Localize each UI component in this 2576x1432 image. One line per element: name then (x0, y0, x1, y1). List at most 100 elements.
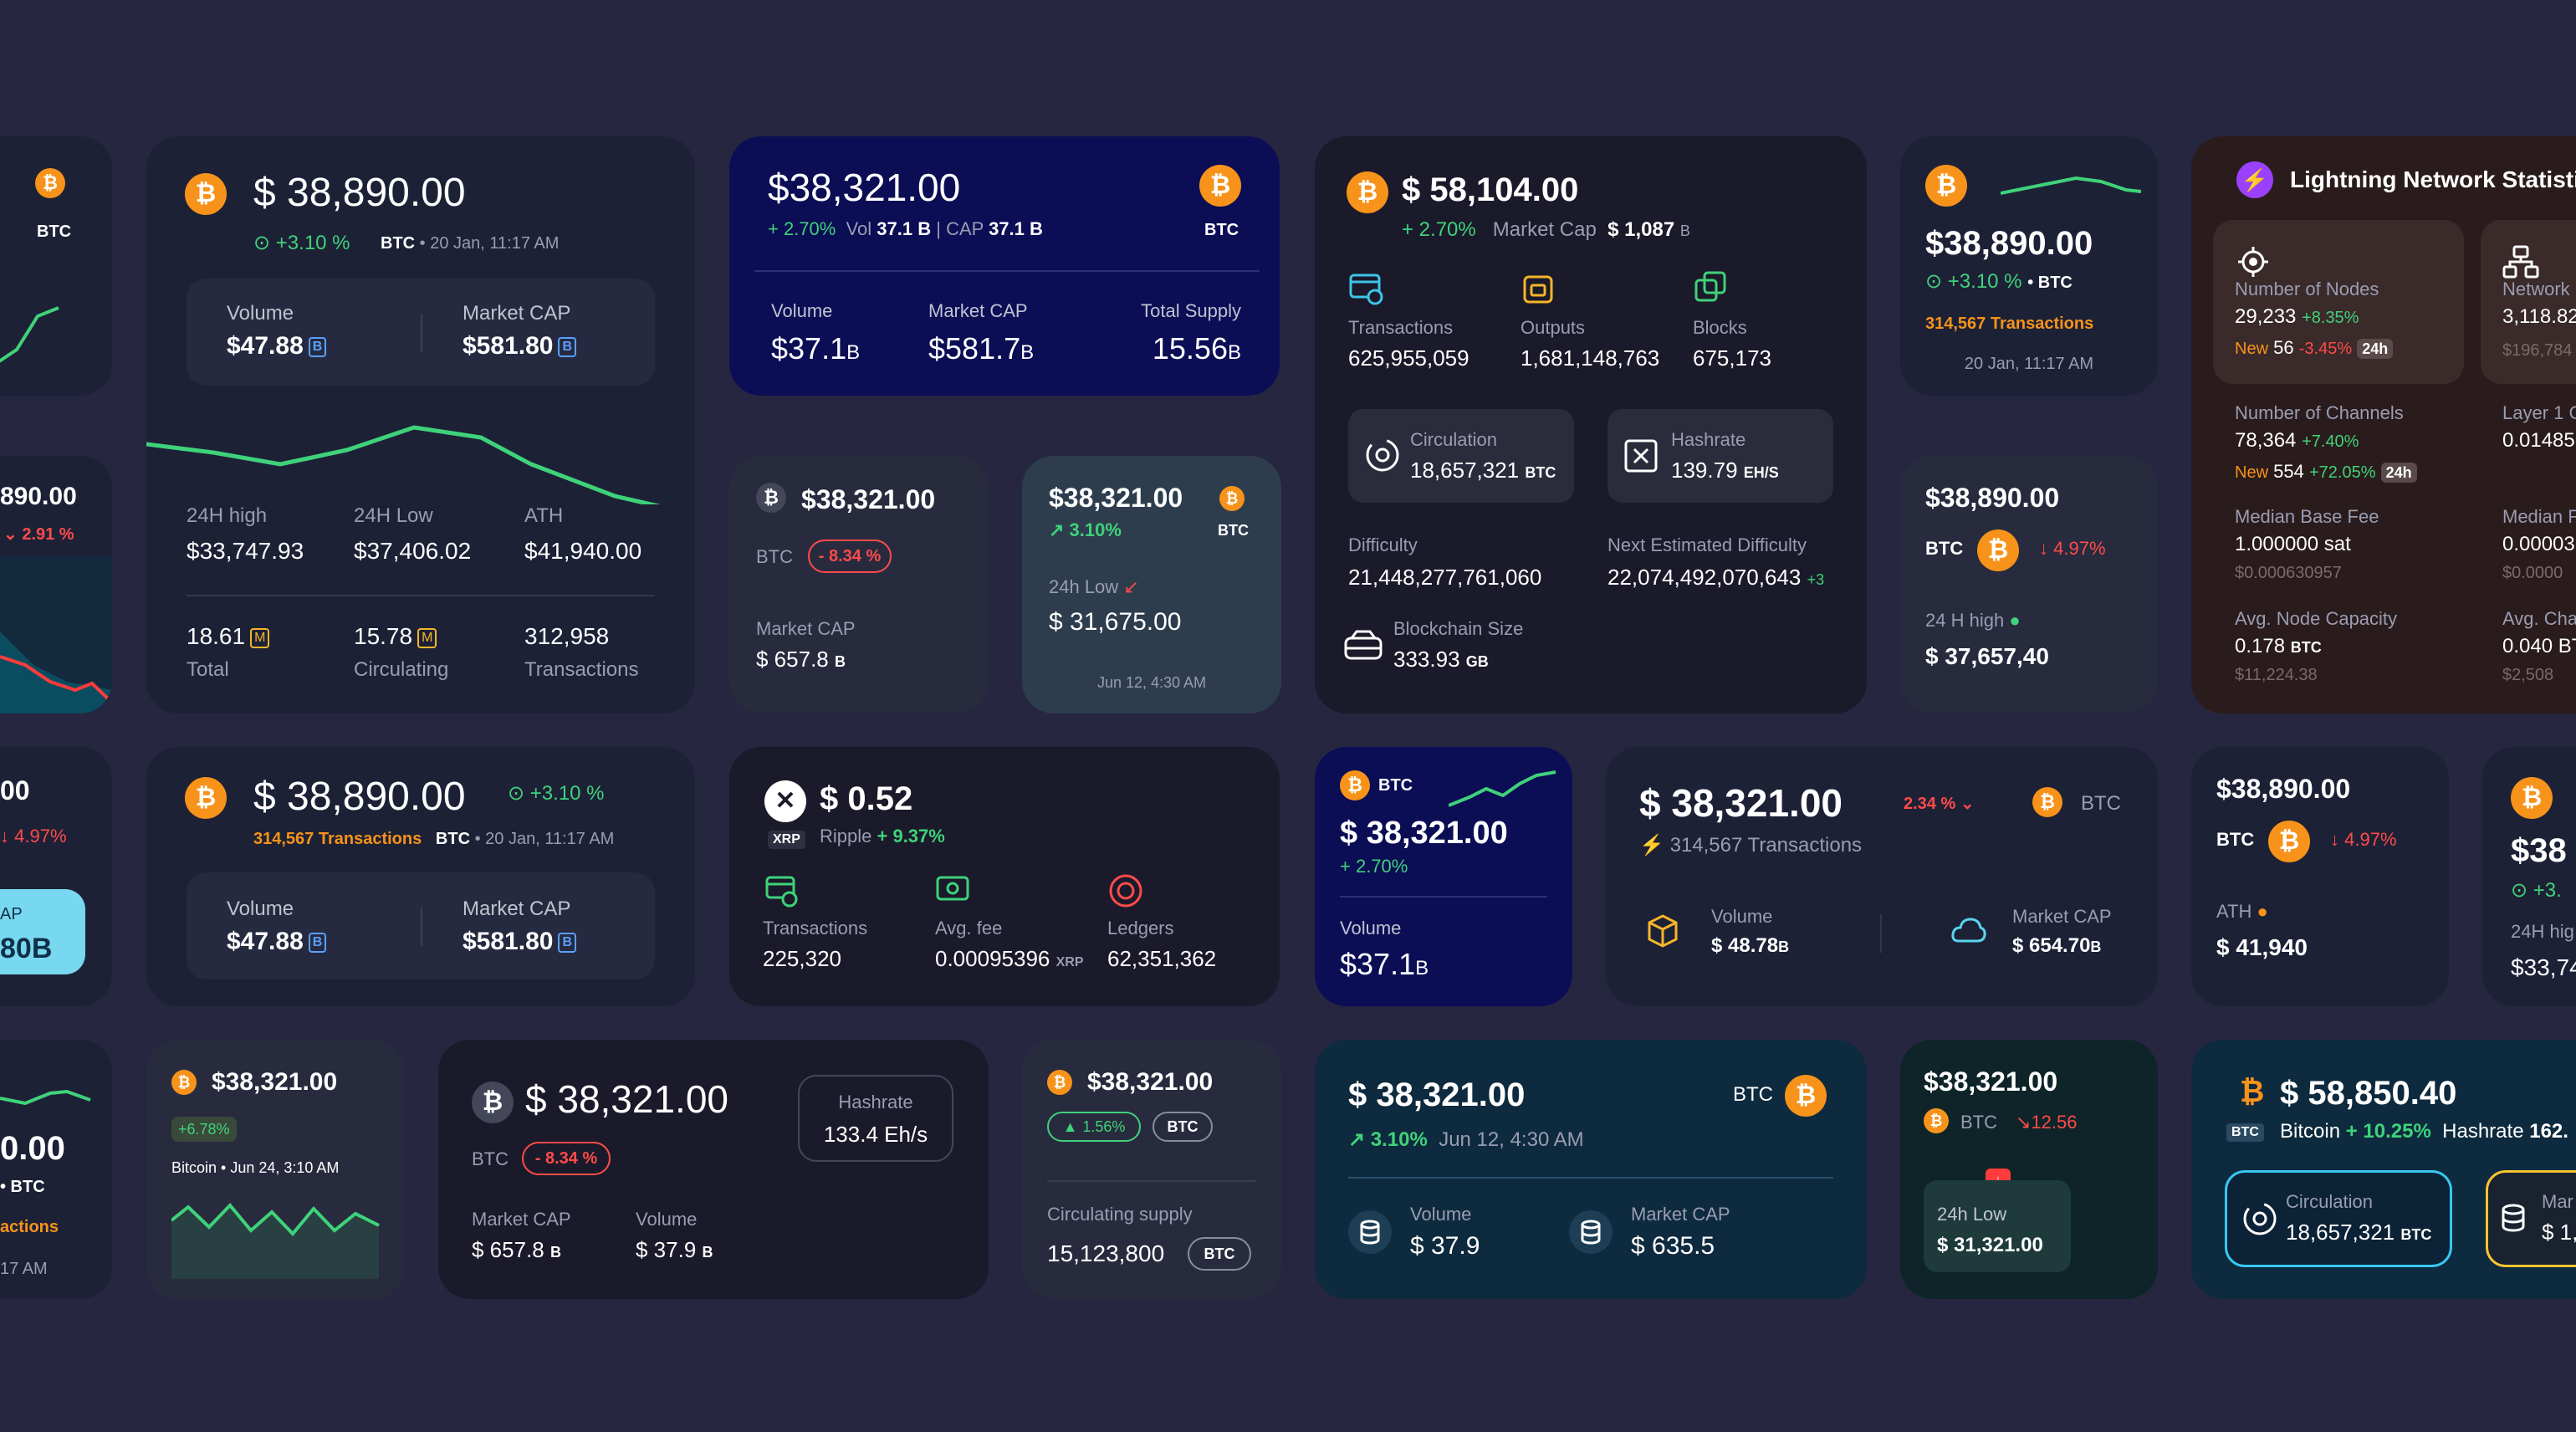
hashrate-box: Hashrate 133.4 Eh/s (798, 1075, 953, 1162)
avgch-label: Avg. Cha (2502, 608, 2576, 629)
new-count: 554 (2273, 461, 2304, 482)
change: ⊙ +3. (2511, 879, 2562, 902)
tx-value: 225,320 (763, 946, 841, 971)
layer-value: 0.01485 (2502, 429, 2575, 452)
btc-hashrate-card[interactable]: ₿ $ 38,321.00 BTC - 8.34 % Hashrate 133.… (438, 1040, 989, 1299)
new-change: -3.45% (2298, 340, 2353, 358)
size-value: 333.93 GB (1393, 648, 1489, 670)
btc-icon: ₿ (2032, 787, 2062, 817)
cap-number: $581.80 (463, 928, 554, 955)
btc-low-card[interactable]: $38,321.00 ↗ 3.10% ₿ BTC 24h Low ↙ $ 31,… (1022, 456, 1281, 713)
nodes-label: Number of Nodes (2235, 279, 2379, 299)
btc-supply-card[interactable]: ₿ $38,321.00 ▲ 1.56% BTC Circulating sup… (1022, 1040, 1281, 1299)
btc-overview-card[interactable]: ₿ $ 38,890.00 ⊙ +3.10 % BTC • 20 Jan, 11… (146, 136, 695, 713)
price: $ 38,890.00 (253, 171, 466, 215)
lightning-stats-card[interactable]: ⚡ Lightning Network Statistic Number of … (2191, 136, 2576, 713)
cap-number: $ 654.70 (2012, 934, 2091, 957)
hash-value: 139.79 EH/S (1671, 459, 1779, 481)
btc-network-card[interactable]: ₿ $ 58,104.00 + 2.70% Market Cap $ 1,087… (1315, 136, 1867, 713)
btc-overview-card-2[interactable]: ₿ $ 38,890.00 ⊙ +3.10 % 314,567 Transact… (146, 747, 695, 1006)
divider (1348, 1177, 1833, 1179)
btc-mini-card[interactable]: ₿ BTC (0, 136, 112, 396)
divider (421, 908, 422, 946)
btc-ath-card[interactable]: $38,890.00 BTC ₿ ↓ 4.97% ATH ● $ 41,940 (2191, 747, 2449, 1006)
base-value: 1.000000 sat (2235, 533, 2351, 555)
btc-icon: ₿ (756, 483, 786, 513)
tx: actions (0, 1218, 59, 1236)
btc-partial-card-2[interactable]: 00 ↓ 4.97% AP 80B (0, 747, 112, 1006)
change-value: 2.34 % (1904, 795, 1956, 813)
tx-label: Transactions (1348, 317, 1454, 338)
ticker: BTC (435, 830, 471, 848)
btc-partial-card-4[interactable]: 0.00 • BTC actions 17 AM (0, 1040, 112, 1299)
change: 2.34 % ⌄ (1904, 795, 1975, 813)
unit: B (702, 1244, 713, 1261)
btc-navy-card[interactable]: $38,321.00 + 2.70% Vol 37.1 B | CAP 37.1… (729, 136, 1280, 396)
btc-high-card[interactable]: $38,890.00 BTC ₿ ↓ 4.97% 24 H high ● $ 3… (1900, 456, 2158, 713)
cloud-icon (1951, 918, 1986, 943)
change-pill: - 8.34 % (808, 540, 892, 573)
price-sparkline (1449, 770, 1556, 807)
btc-navy-small-card[interactable]: ₿ BTC $ 38,321.00 + 2.70% Volume $37.1B (1315, 747, 1572, 1006)
btc-small-card[interactable]: ₿ $38,321.00 BTC - 8.34 % Market CAP $ 6… (729, 456, 989, 713)
blk-value: 675,173 (1693, 345, 1771, 371)
change-value: 3.10% (1069, 519, 1122, 540)
nodes-panel: Number of Nodes 29,233 +8.35% New 56 -3.… (2213, 220, 2464, 384)
price-chart (171, 1203, 380, 1279)
price: $ 38,321.00 (525, 1077, 729, 1121)
ticker: BTC (381, 234, 416, 253)
cap-value: $ 1,087 (1607, 218, 1675, 241)
ticker: BTC (1925, 538, 1964, 559)
btc-wide-card[interactable]: $ 38,321.00 2.34 % ⌄ ₿ BTC ⚡ 314,567 Tra… (1606, 747, 2158, 1006)
next-change: +3 (1807, 571, 1825, 588)
cap-value: $ 657.8 B (756, 648, 846, 670)
change: +3.10 % (1947, 270, 2022, 293)
cap-value: $ 654.70B (2012, 936, 2101, 956)
nodes-change: +8.35% (2302, 309, 2359, 327)
btc-teal-card[interactable]: $ 38,321.00 BTC ₿ ↗ 3.10% Jun 12, 4:30 A… (1315, 1040, 1867, 1299)
ticker: BTC (1218, 522, 1249, 539)
btc-glyph-icon: ₿ (2240, 1074, 2265, 1108)
ath-text: ATH (2216, 901, 2252, 922)
change-pill: ▲ 1.56% (1047, 1112, 1141, 1142)
new-label: New (2235, 463, 2269, 482)
high-label: 24H hig (2511, 921, 2574, 942)
ch-value: 78,364 +7.40% (2235, 431, 2359, 451)
circulation-panel: Circulation 18,657,321 BTC (2225, 1170, 2452, 1267)
total-number: 18.61 (187, 623, 246, 649)
btc-compact-card[interactable]: ₿ $38,890.00 ⊙ +3.10 % • BTC 314,567 Tra… (1900, 136, 2158, 396)
stats-panel: Volume $47.88 B Market CAP $581.80 B (187, 872, 655, 979)
btc-partial-card[interactable]: 890.00 ⌄ 2.91 % (0, 456, 112, 713)
unit: XRP (1055, 955, 1084, 969)
circ-label: Circulation (2286, 1191, 2373, 1212)
ledgers-icon (1109, 874, 1142, 908)
price: $ 0.52 (820, 780, 913, 817)
btc-green-card[interactable]: $38,321.00 ₿ BTC ↘12.56 ↓ 24h Low $ 31,3… (1900, 1040, 2158, 1299)
fee-label: Avg. fee (935, 918, 1003, 938)
high-label: 24H high (187, 504, 268, 527)
circulation-icon (1366, 438, 1399, 472)
ch-new: New 554 +72.05% 24h (2235, 461, 2417, 483)
supply-value: 15.56B (1153, 334, 1241, 364)
blk-label: Blocks (1693, 317, 1747, 338)
summary: Bitcoin + 10.25% Hashrate 162. (2280, 1122, 2568, 1142)
xrp-card[interactable]: ✕ XRP $ 0.52 Ripple + 9.37% Transactions… (729, 747, 1280, 1006)
price: $38,890.00 (2216, 774, 2351, 804)
change: ↓ 4.97% (0, 826, 67, 846)
cap-label: Market CAP (472, 1209, 571, 1230)
change-value: 4.97% (2053, 538, 2106, 559)
divider (1880, 914, 1882, 953)
mcap-number: $581.7 (928, 331, 1021, 366)
cap-value: 0.178 BTC (2235, 637, 2322, 657)
price: $ 38,321.00 (1639, 781, 1843, 825)
change: +6.78% (171, 1117, 237, 1142)
unit-badge: B (558, 337, 577, 358)
btc-circulation-card[interactable]: ₿ BTC $ 58,850.40 Bitcoin + 10.25% Hashr… (2191, 1040, 2576, 1299)
ath-value: $ 41,940 (2216, 934, 2308, 960)
btc-icon: ₿ (1925, 165, 1967, 207)
volume-label: Volume (1711, 906, 1773, 927)
price: 0.00 (0, 1130, 65, 1167)
btc-partial-card-3[interactable]: ₿ $38 ⊙ +3. 24H hig $33,74 (2482, 747, 2576, 1006)
unit: BTC (1525, 464, 1556, 481)
btc-wave-card[interactable]: ₿ $38,321.00 +6.78% Bitcoin • Jun 24, 3:… (146, 1040, 404, 1299)
